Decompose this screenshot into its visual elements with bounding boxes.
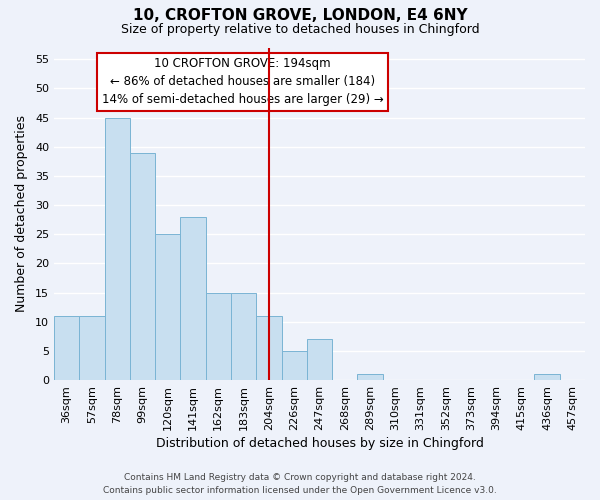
Text: Size of property relative to detached houses in Chingford: Size of property relative to detached ho… [121,22,479,36]
Bar [281,351,307,380]
Bar [54,316,79,380]
Bar [104,118,130,380]
Bar [535,374,560,380]
Bar [130,152,155,380]
Bar [256,316,281,380]
X-axis label: Distribution of detached houses by size in Chingford: Distribution of detached houses by size … [155,437,484,450]
Bar [206,292,231,380]
Y-axis label: Number of detached properties: Number of detached properties [15,116,28,312]
Bar [181,216,206,380]
Bar [307,339,332,380]
Text: 10 CROFTON GROVE: 194sqm
← 86% of detached houses are smaller (184)
14% of semi-: 10 CROFTON GROVE: 194sqm ← 86% of detach… [101,58,383,106]
Bar [231,292,256,380]
Bar [155,234,181,380]
Bar [358,374,383,380]
Bar [79,316,104,380]
Text: 10, CROFTON GROVE, LONDON, E4 6NY: 10, CROFTON GROVE, LONDON, E4 6NY [133,8,467,22]
Text: Contains HM Land Registry data © Crown copyright and database right 2024.
Contai: Contains HM Land Registry data © Crown c… [103,474,497,495]
